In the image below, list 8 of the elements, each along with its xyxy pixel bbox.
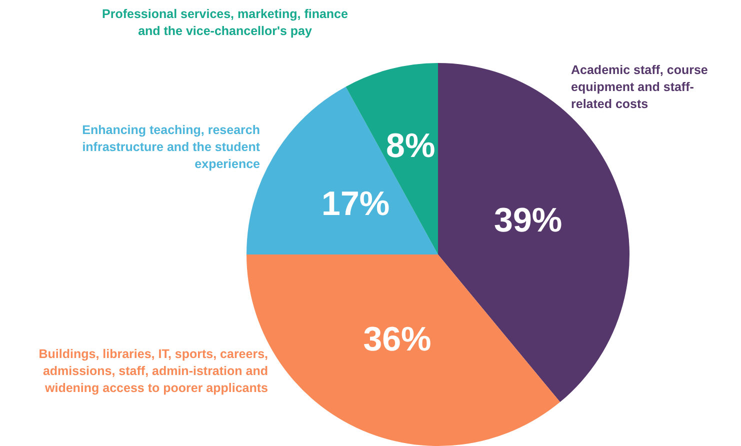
data-label: 8% [386, 127, 436, 166]
slice-label: Buildings, libraries, IT, sports, careers, admissions, staff, admin-istration and widening access to poorer applicants [38, 346, 268, 397]
data-label: 17% [322, 185, 390, 224]
data-label: 39% [494, 201, 562, 240]
slice-label: Academic staff, course equipment and staff-related costs [571, 62, 709, 113]
slice-label: Enhancing teaching, research infrastructure and the student experience [81, 122, 260, 173]
data-label: 36% [363, 320, 432, 359]
slice-label: Professional services, marketing, finance and the vice-chancellor's pay [101, 6, 349, 40]
